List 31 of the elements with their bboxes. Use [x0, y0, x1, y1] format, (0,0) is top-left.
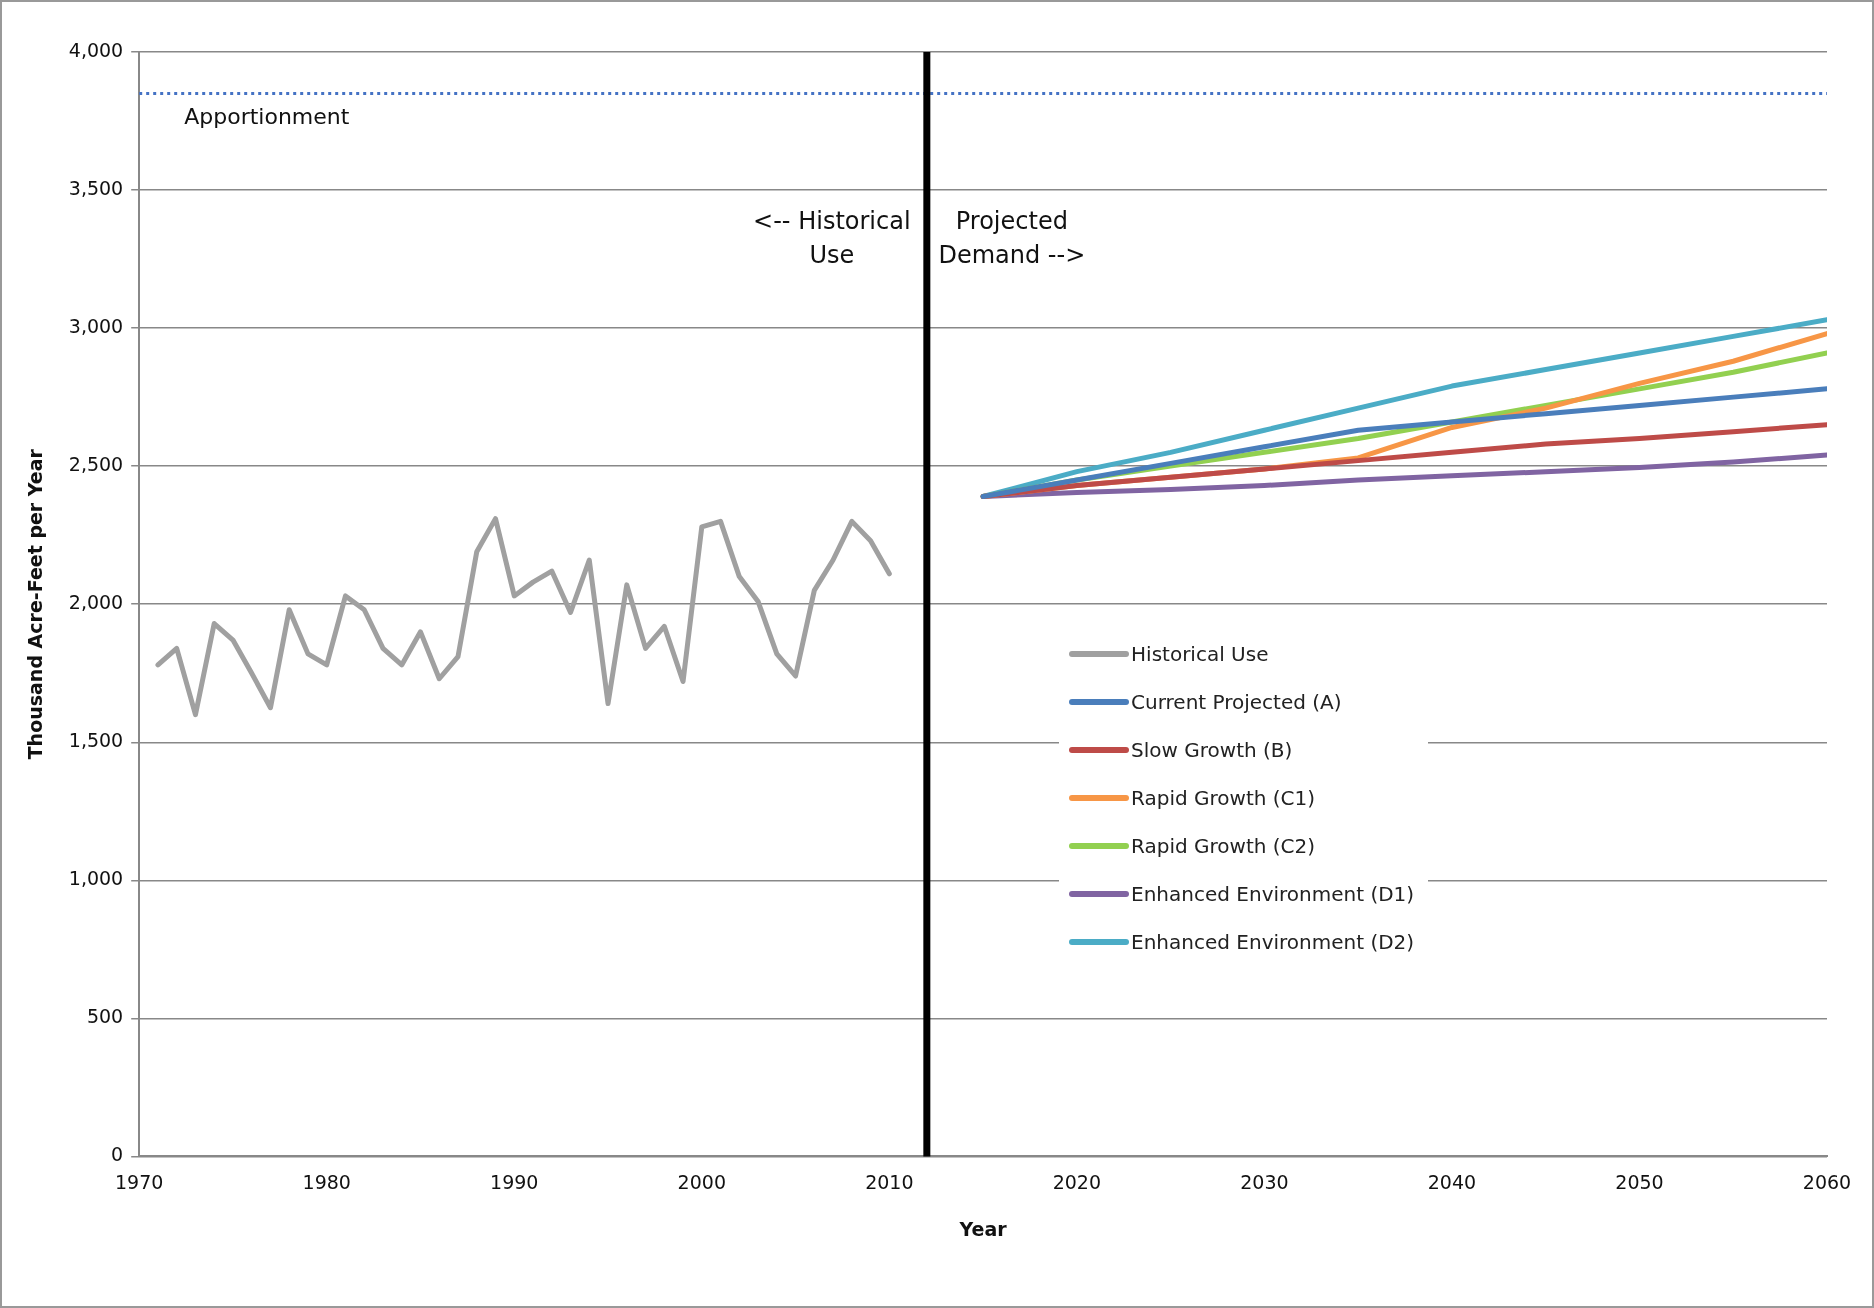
x-axis-title: Year: [958, 1217, 1008, 1240]
legend-label: Rapid Growth (C2): [1131, 834, 1316, 859]
legend-label: Historical Use: [1131, 642, 1269, 667]
y-tick-label: 500: [86, 1005, 124, 1028]
legend-label: Rapid Growth (C1): [1131, 786, 1316, 811]
x-tick-label: 2050: [1615, 1170, 1664, 1193]
y-tick-label: 4,000: [68, 38, 124, 61]
y-tick-label: 1,000: [68, 867, 124, 890]
x-tick-label: 1990: [490, 1170, 539, 1193]
x-tick-label: 2010: [865, 1170, 914, 1193]
x-tick-label: 2030: [1240, 1170, 1289, 1193]
y-tick-label: 3,000: [68, 315, 124, 338]
x-tick-label: 1970: [115, 1170, 164, 1193]
y-tick-label: 3,500: [68, 176, 124, 199]
legend-label: Slow Growth (B): [1131, 738, 1293, 763]
y-tick-label: 2,500: [68, 453, 124, 476]
y-tick-label: 1,500: [68, 729, 124, 752]
legend-label: Current Projected (A): [1131, 690, 1342, 715]
legend-label: Enhanced Environment (D2): [1131, 930, 1415, 955]
y-tick-label: 0: [111, 1143, 124, 1166]
legend-label: Enhanced Environment (D1): [1131, 882, 1415, 907]
x-tick-label: 2000: [677, 1170, 726, 1193]
x-tick-label: 1980: [302, 1170, 351, 1193]
x-tick-label: 2020: [1052, 1170, 1102, 1193]
y-tick-label: 2,000: [68, 591, 124, 614]
annotation: <-- Historical Use: [753, 206, 911, 269]
annotation: Projected Demand -->: [938, 206, 1086, 269]
y-axis-title: Thousand Acre-Feet per Year: [24, 448, 47, 760]
x-tick-label: 2060: [1802, 1170, 1852, 1193]
x-tick-label: 2040: [1427, 1170, 1477, 1193]
ref-line-label: Apportionment: [184, 104, 350, 130]
